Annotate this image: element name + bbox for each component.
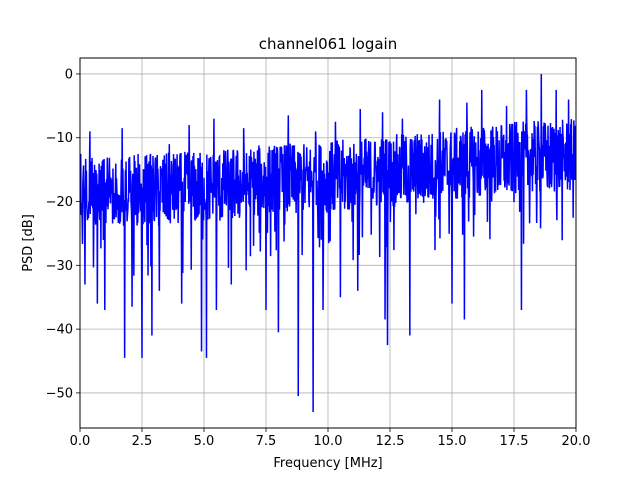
x-tick-label: 10.0 (314, 434, 343, 449)
y-tick-label: −50 (46, 386, 73, 401)
y-tick-label: 0 (65, 67, 73, 82)
y-tick-label: −40 (46, 323, 73, 338)
x-tick-label: 0.0 (70, 434, 91, 449)
y-tick-label: −30 (46, 259, 73, 274)
x-tick-label: 7.5 (256, 434, 277, 449)
chart-title: channel061 logain (259, 35, 398, 53)
x-tick-label: 2.5 (132, 434, 153, 449)
psd-series-line (80, 73, 576, 413)
y-axis-ticks: 0 −10 −20 −30 −40 −50 (46, 67, 80, 401)
x-axis-ticks: 0.0 2.5 5.0 7.5 10.0 12.5 15.0 17.5 20.0 (70, 428, 591, 449)
x-tick-label: 12.5 (376, 434, 405, 449)
x-axis-label: Frequency [MHz] (273, 456, 382, 471)
x-tick-label: 20.0 (562, 434, 591, 449)
x-tick-label: 17.5 (500, 434, 529, 449)
x-tick-label: 15.0 (438, 434, 467, 449)
y-tick-label: −20 (46, 195, 73, 210)
series-group (80, 73, 576, 413)
x-tick-label: 5.0 (194, 434, 215, 449)
y-axis-label: PSD [dB] (21, 214, 36, 272)
y-tick-label: −10 (46, 131, 73, 146)
